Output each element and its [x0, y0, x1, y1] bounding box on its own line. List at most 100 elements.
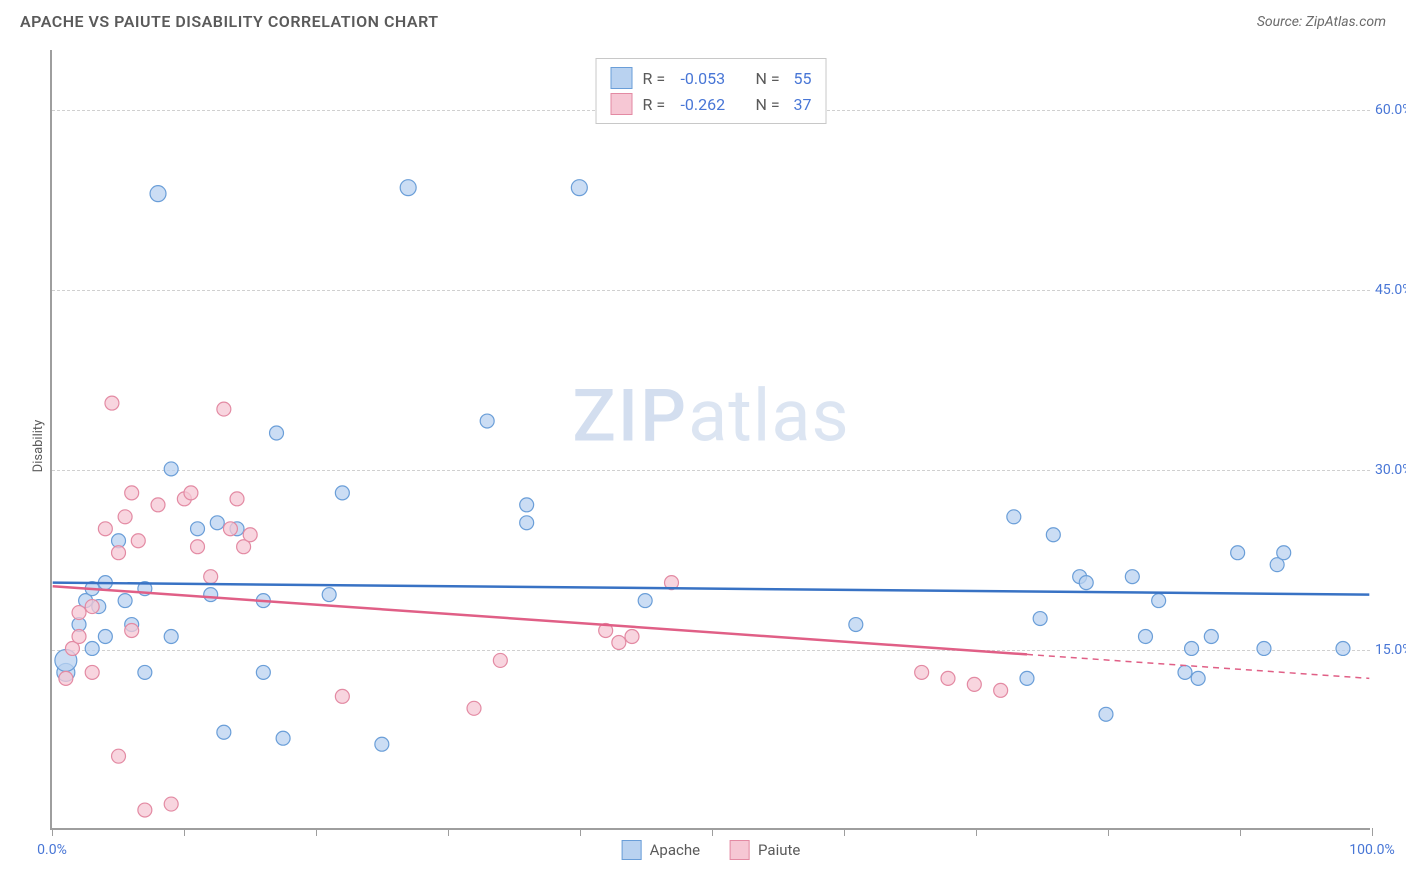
data-point: [1257, 641, 1271, 655]
data-point: [1007, 510, 1021, 524]
data-point: [72, 606, 86, 620]
data-point: [994, 683, 1008, 697]
x-tick-label: 0.0%: [37, 842, 67, 858]
data-point: [1231, 546, 1245, 560]
data-point: [125, 486, 139, 500]
data-point: [223, 522, 237, 536]
data-point: [230, 492, 244, 506]
data-point: [204, 570, 218, 584]
data-point: [625, 630, 639, 644]
y-tick-label: 60.0%: [1375, 102, 1406, 118]
x-tick: [316, 828, 317, 836]
regression-line: [53, 586, 1027, 654]
data-point: [150, 186, 166, 202]
legend-correlation: R = -0.053 N = 55 R = -0.262 N = 37: [596, 58, 827, 124]
legend-item-apache: Apache: [622, 840, 700, 860]
data-point: [131, 534, 145, 548]
data-point: [1191, 671, 1205, 685]
data-point: [270, 426, 284, 440]
y-tick-label: 15.0%: [1375, 642, 1406, 658]
data-point: [164, 630, 178, 644]
data-point: [335, 689, 349, 703]
x-tick: [448, 828, 449, 836]
chart-area: ZIPatlas R = -0.053 N = 55 R = -0.262 N …: [50, 50, 1370, 830]
legend-item-paiute: Paiute: [730, 840, 800, 860]
data-point: [638, 594, 652, 608]
data-point: [1204, 630, 1218, 644]
x-tick: [844, 828, 845, 836]
data-point: [98, 522, 112, 536]
data-point: [375, 737, 389, 751]
data-point: [1277, 546, 1291, 560]
data-point: [217, 402, 231, 416]
data-point: [520, 516, 534, 530]
data-point: [335, 486, 349, 500]
legend-row-apache: R = -0.053 N = 55: [611, 65, 812, 91]
data-point: [138, 803, 152, 817]
legend-swatch-icon: [622, 840, 642, 860]
data-point: [520, 498, 534, 512]
data-point: [151, 498, 165, 512]
data-point: [112, 749, 126, 763]
data-point: [967, 677, 981, 691]
plot-region: ZIPatlas R = -0.053 N = 55 R = -0.262 N …: [50, 50, 1370, 830]
data-point: [941, 671, 955, 685]
data-point: [1033, 612, 1047, 626]
regression-line: [53, 583, 1370, 595]
chart-title: APACHE VS PAIUTE DISABILITY CORRELATION …: [20, 12, 439, 31]
x-tick: [1108, 828, 1109, 836]
data-point: [1152, 594, 1166, 608]
data-point: [1020, 671, 1034, 685]
data-point: [59, 671, 73, 685]
data-point: [112, 546, 126, 560]
data-point: [164, 797, 178, 811]
x-tick: [52, 828, 53, 836]
data-point: [612, 635, 626, 649]
data-point: [164, 462, 178, 476]
x-tick-label: 100.0%: [1349, 842, 1394, 858]
legend-swatch-apache: [611, 67, 633, 89]
data-point: [276, 731, 290, 745]
data-point: [915, 665, 929, 679]
data-point: [1178, 665, 1192, 679]
data-point: [256, 665, 270, 679]
x-tick: [976, 828, 977, 836]
data-point: [1099, 707, 1113, 721]
x-tick: [184, 828, 185, 836]
y-tick-label: 30.0%: [1375, 462, 1406, 478]
data-point: [1139, 630, 1153, 644]
data-point: [243, 528, 257, 542]
x-tick: [1372, 828, 1373, 836]
legend-swatch-paiute: [611, 93, 633, 115]
data-point: [85, 665, 99, 679]
data-point: [125, 624, 139, 638]
legend-swatch-icon: [730, 840, 750, 860]
data-point: [400, 180, 416, 196]
x-tick: [1240, 828, 1241, 836]
data-point: [118, 594, 132, 608]
data-point: [118, 510, 132, 524]
data-point: [1185, 641, 1199, 655]
data-point: [217, 725, 231, 739]
data-point: [98, 630, 112, 644]
data-point: [210, 516, 224, 530]
data-point: [1336, 641, 1350, 655]
data-point: [191, 540, 205, 554]
y-axis-label: Disability: [31, 420, 46, 473]
data-point: [467, 701, 481, 715]
legend-series: Apache Paiute: [622, 840, 801, 860]
data-point: [493, 653, 507, 667]
data-point: [191, 522, 205, 536]
y-tick-label: 45.0%: [1375, 282, 1406, 298]
x-tick: [712, 828, 713, 836]
data-point: [138, 665, 152, 679]
data-point: [1079, 576, 1093, 590]
data-point: [85, 600, 99, 614]
data-point: [72, 630, 86, 644]
data-point: [1046, 528, 1060, 542]
legend-row-paiute: R = -0.262 N = 37: [611, 91, 812, 117]
data-point: [1125, 570, 1139, 584]
data-point: [322, 588, 336, 602]
data-point: [480, 414, 494, 428]
data-point: [204, 588, 218, 602]
